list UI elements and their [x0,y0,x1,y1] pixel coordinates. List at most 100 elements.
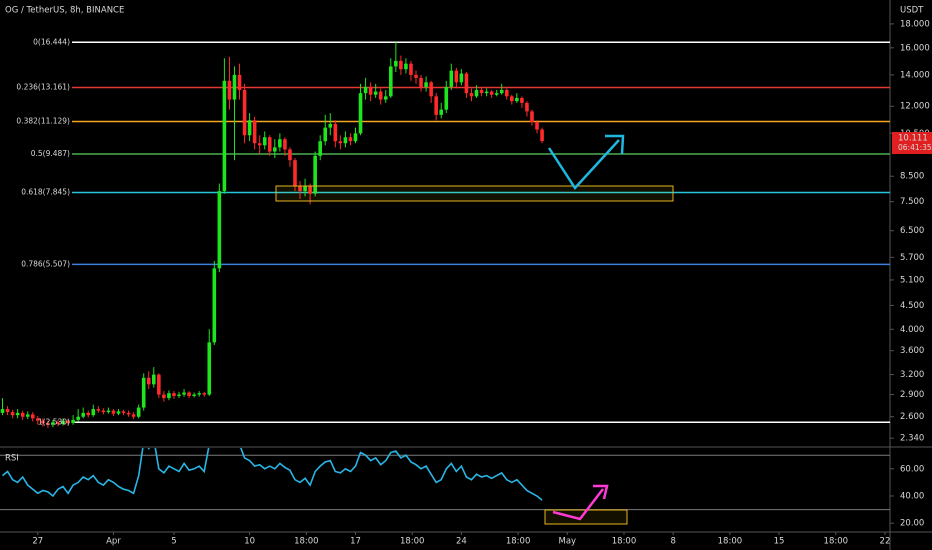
candle-body [520,97,524,103]
candle-body [5,409,10,413]
candle-body [61,420,65,424]
candle-body [227,80,232,100]
last-price-box [892,132,932,155]
candle-body [157,374,161,395]
candle-body [273,147,277,152]
candle-body [10,412,15,416]
candle-body [323,127,328,142]
y-tick-label: 5.700 [900,253,924,263]
candle-body [318,141,322,156]
candle-body [222,80,227,192]
y-tick-label: 40.00 [900,491,924,501]
price-pane [0,41,890,428]
candle-body [459,73,464,83]
candle-body [41,420,45,424]
y-tick-label: 4.000 [900,325,924,335]
candle-body [71,419,75,424]
candle-body [348,137,353,142]
candle-body [454,70,459,83]
x-tick-label: 18:00 [400,537,425,547]
candle-body [262,137,267,146]
candle-body [267,137,272,152]
candle-body [293,160,297,187]
candle-body [252,120,257,144]
y-tick-label: 6.500 [900,226,924,236]
y-tick-label: 2.340 [900,434,924,444]
y-tick-label: 3.600 [900,346,924,356]
y-tick-label: 60.00 [900,464,924,474]
candle-body [404,63,408,70]
fib-label: 0(16.444) [33,37,70,46]
rsi-pane [0,448,890,511]
candle-body [111,410,116,414]
candle-body [116,411,121,414]
candle-body [217,191,222,269]
candle-body [424,82,428,87]
candle-body [187,392,191,396]
projection-arrow [547,139,620,191]
candle-body [101,410,106,413]
candle-body [151,374,156,385]
candle-body [373,91,378,95]
symbol-title: OG / TetherUS, 8h, BINANCE [5,6,124,16]
candle-body [126,412,131,415]
candle-body [91,409,96,416]
candle-body [278,139,282,148]
x-tick-label: 5 [171,537,176,547]
candle-body [136,407,141,417]
candle-body [96,409,101,411]
candle-body [207,342,212,395]
y-tick-label: 20.00 [900,519,924,529]
x-tick-label: 22 [880,537,891,547]
candle-body [177,394,181,396]
candle-body [333,123,338,142]
candle-body [46,423,50,425]
candle-body [429,82,433,97]
candle-body [338,141,343,144]
candle-body [510,96,514,102]
candle-body [202,393,207,395]
candle-body [56,422,60,424]
fib-label: 0.786(5.507) [21,259,70,268]
y-tick-label: 2.600 [900,412,924,422]
candle-body [20,412,25,417]
candle-body [419,77,423,87]
candle-body [162,394,166,399]
currency-label: USDT [900,6,924,16]
y-tick-label: 3.200 [900,370,924,380]
fib-label: 0.382(11.129) [16,117,70,126]
candle-body [167,393,171,399]
candle-body [232,74,237,100]
candle-body [489,91,494,95]
x-tick-label: 10 [244,537,255,547]
candle-body [86,412,91,416]
candle-body [308,186,312,194]
candle-body [434,96,438,115]
x-tick-label: 17 [350,537,361,547]
candle-body [464,73,469,94]
candle-body [494,93,499,95]
candle-body [247,120,252,136]
candle-body [535,122,539,130]
candle-body [51,422,55,425]
candle-body [106,410,111,413]
candle-body [484,91,489,94]
candle-body [81,412,86,417]
candle-body [328,123,333,128]
candle-body [288,149,292,161]
rsi-title: RSI [5,454,19,464]
x-tick-label: 15 [774,537,785,547]
candle-body [283,139,287,150]
candle-body [237,74,242,90]
candle-body [439,109,444,115]
candle-body [66,420,70,424]
fib-label: 1(2.530) [38,417,70,426]
y-tick-label: 14.000 [900,70,930,80]
fib-label: 0.618(7.845) [21,188,70,197]
x-tick-label: Apr [106,537,121,547]
candle-body [30,414,35,419]
candle-body [141,377,146,408]
candle-body [540,129,544,142]
candle-body [409,63,413,75]
x-tick-label: 27 [32,537,43,547]
